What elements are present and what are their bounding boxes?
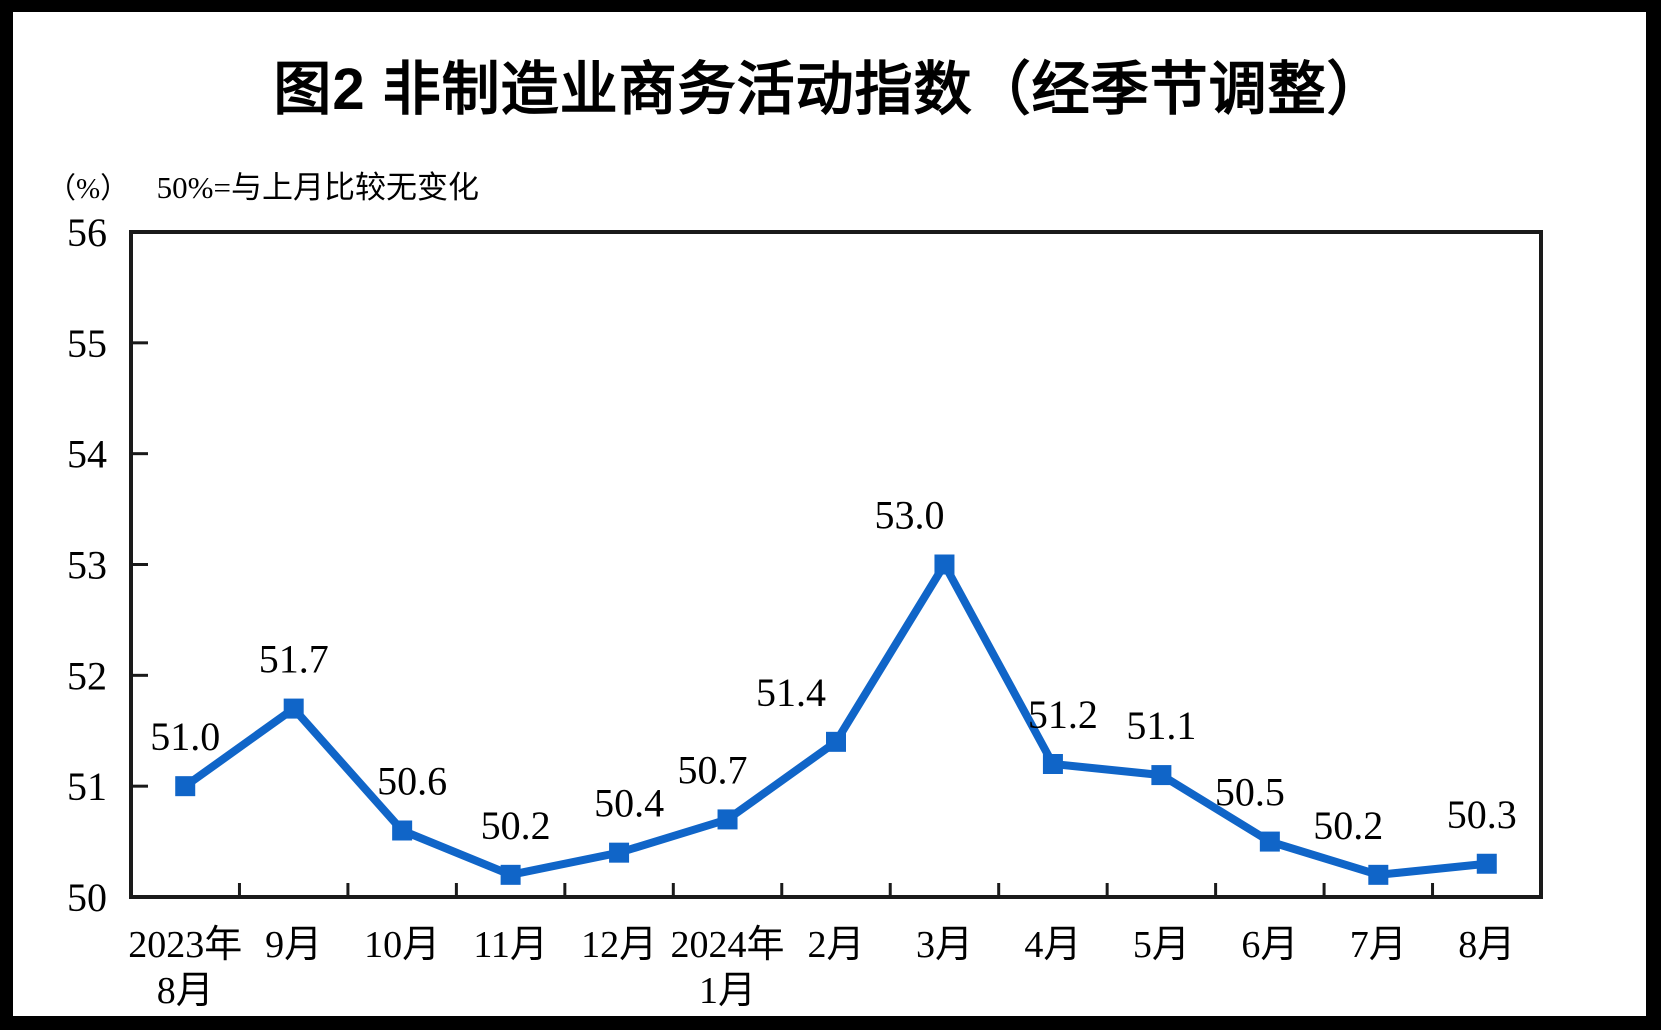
x-axis-tick-label: 10月 <box>364 924 440 966</box>
y-axis-tick-label: 50 <box>67 875 107 920</box>
x-axis-tick-label: 2月 <box>807 924 864 966</box>
line-series <box>182 556 1488 879</box>
y-axis-unit-label: （%） <box>47 173 130 205</box>
x-axis-tick-label: 7月 <box>1350 924 1407 966</box>
data-point-marker <box>1368 864 1389 885</box>
data-point-label: 50.7 <box>678 747 748 792</box>
x-axis-tick-label: 2024年 <box>671 924 785 966</box>
reference-note: 50%=与上月比较无变化 <box>156 170 479 205</box>
x-axis-tick-label: 9月 <box>265 924 322 966</box>
data-point-label: 51.1 <box>1126 703 1196 748</box>
chart-title: 图2 非制造业商务活动指数（经季节调整） <box>273 57 1386 122</box>
data-point-marker <box>500 864 521 885</box>
y-axis-tick-label: 53 <box>67 543 107 588</box>
y-axis-tick-label: 52 <box>67 653 107 698</box>
x-axis-tick-label: 4月 <box>1024 924 1081 966</box>
x-axis-tick-label: 8月 <box>1458 924 1515 966</box>
data-point-label: 50.2 <box>1313 803 1383 848</box>
x-axis-tick-label: 12月 <box>581 924 657 966</box>
data-point-label: 51.4 <box>756 670 826 715</box>
y-axis-tick-label: 56 <box>67 210 107 255</box>
x-axis-tick-label: 11月 <box>473 924 548 966</box>
axis-unit-row: （%） 50%=与上月比较无变化 <box>47 162 479 207</box>
x-axis-tick-label: 5月 <box>1133 924 1190 966</box>
x-axis-tick-label: 6月 <box>1241 924 1298 966</box>
y-axis-tick-label: 54 <box>67 432 107 477</box>
data-point-label: 50.6 <box>377 759 447 804</box>
data-point-marker <box>1259 831 1280 852</box>
x-axis-tick-label: 8月 <box>157 970 214 1012</box>
data-point-marker <box>609 842 630 863</box>
x-axis-tick-label: 3月 <box>916 924 973 966</box>
data-point-label: 50.2 <box>481 803 551 848</box>
data-point-marker <box>1476 853 1497 874</box>
data-point-label: 51.7 <box>259 637 329 682</box>
plot-border <box>129 230 1543 899</box>
data-point-marker <box>934 554 955 575</box>
data-point-marker <box>826 731 846 752</box>
data-point-label: 51.2 <box>1028 692 1098 737</box>
data-point-label: 50.5 <box>1215 770 1285 815</box>
chart-canvas: 图2 非制造业商务活动指数（经季节调整） （%） 50%=与上月比较无变化 50… <box>13 12 1646 1016</box>
y-axis-tick-label: 55 <box>67 321 107 366</box>
data-point-marker <box>1151 765 1172 786</box>
x-axis-tick-label: 1月 <box>699 970 756 1012</box>
data-point-label: 51.0 <box>150 714 220 759</box>
data-point-marker <box>283 698 304 719</box>
data-point-label: 50.3 <box>1447 792 1517 837</box>
data-point-marker <box>717 809 738 830</box>
data-point-label: 53.0 <box>874 493 944 538</box>
data-point-marker <box>1042 754 1063 774</box>
x-axis-tick-label: 2023年 <box>128 924 242 966</box>
data-point-label: 50.4 <box>594 781 664 826</box>
y-axis-tick-label: 51 <box>67 764 107 809</box>
data-point-marker <box>392 820 413 841</box>
data-point-marker <box>175 776 196 797</box>
